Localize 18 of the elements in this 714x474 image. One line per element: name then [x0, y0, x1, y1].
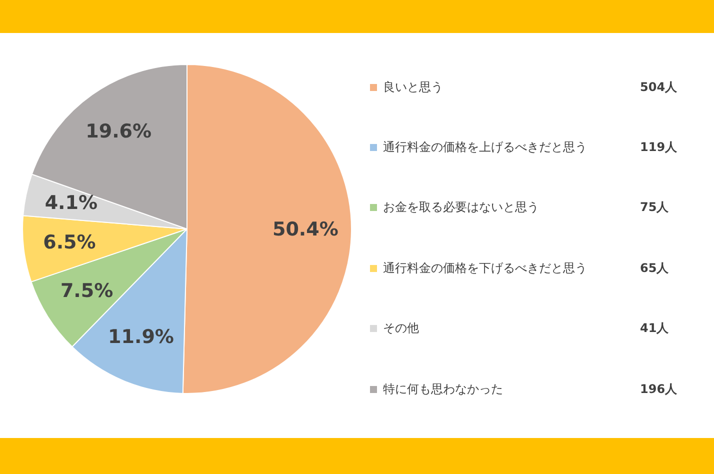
legend-label: 通行料金の価格を上げるべきだと思う: [383, 138, 587, 156]
legend-label: その他: [383, 320, 419, 338]
text: 41人: [640, 320, 669, 338]
text: 65人: [640, 260, 669, 277]
legend-label: 通行料金の価格を下げるべきだと思う: [383, 260, 587, 277]
text: 504人: [640, 78, 678, 96]
legend-label: お金を取る必要はないと思う: [383, 199, 539, 216]
text: 196人: [640, 380, 678, 398]
data-label: 7.5%: [60, 280, 114, 302]
data-label: 50.4%: [272, 218, 338, 240]
text: 119人: [640, 138, 678, 156]
legend-label: 特に何も思わなかった: [383, 380, 503, 398]
data-label: 19.6%: [86, 120, 152, 142]
data-label: 4.1%: [44, 192, 98, 214]
legend-label: 良いと思う: [383, 78, 443, 96]
text: 75人: [640, 199, 669, 216]
data-label: 11.9%: [108, 326, 174, 348]
data-label: 6.5%: [43, 231, 96, 254]
